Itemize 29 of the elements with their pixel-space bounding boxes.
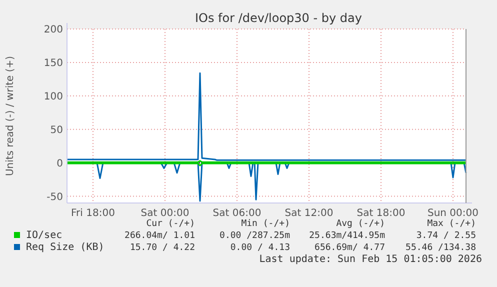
y-axis-title: Units read (-) / write (+)	[5, 56, 16, 176]
text: 15.70 / 4.22	[130, 243, 195, 253]
x-tick-label: Sun 00:00	[427, 208, 479, 219]
y-tick-label: 150	[44, 58, 63, 69]
text: Avg (-/+)	[336, 219, 385, 229]
text: 0.00 / 4.13	[230, 243, 290, 253]
y-tick-label: 0	[56, 158, 63, 170]
y-tick-label: 50	[50, 124, 63, 136]
x-tick-label: Sat 12:00	[284, 208, 334, 219]
y-tick-label: -50	[46, 192, 63, 203]
text: Last update: Sun Feb 15 01:05:00 2026	[259, 254, 482, 265]
text: 656.69m/ 4.77	[314, 243, 385, 253]
x-tick-label: Sat 00:00	[140, 208, 190, 219]
text: 266.04m/ 1.01	[124, 231, 195, 241]
y-tick-label: 200	[44, 24, 63, 36]
text: 0.00 /287.25m	[220, 231, 290, 241]
x-tick-label: Sat 06:00	[212, 208, 262, 219]
text: Min (-/+)	[241, 219, 290, 229]
text: Cur (-/+)	[146, 219, 195, 229]
legend-label: Req Size (KB)	[26, 242, 104, 253]
legend-label: IO/sec	[26, 230, 62, 241]
text: 25.63m/414.95m	[309, 231, 385, 241]
chart-title: IOs for /dev/loop30 - by day	[194, 11, 362, 25]
y-tick-label: 100	[44, 91, 63, 102]
x-tick-label: Fri 18:00	[71, 208, 115, 219]
text: Max (-/+)	[427, 219, 476, 229]
text: 55.46 /134.38	[406, 243, 476, 253]
x-tick-label: Sat 18:00	[356, 208, 406, 219]
text: 3.74 / 2.55	[416, 231, 476, 241]
